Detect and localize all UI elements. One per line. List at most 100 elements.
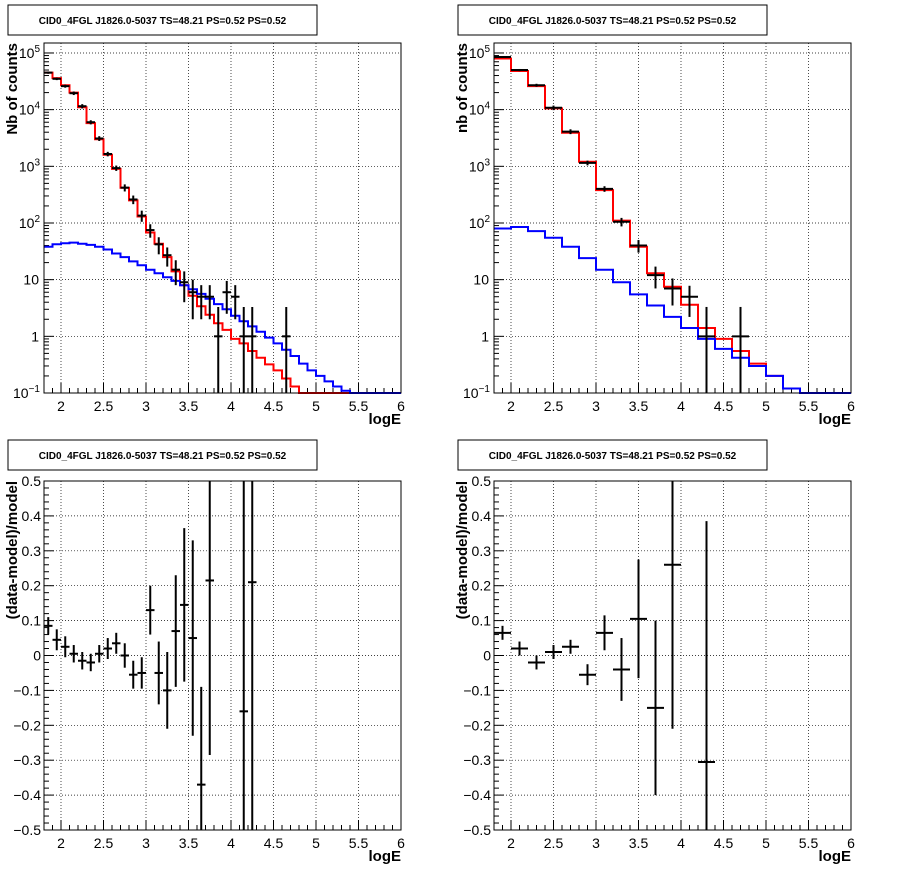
chart-title: CID0_4FGL J1826.0-5037 TS=48.21 PS=0.52 … bbox=[489, 451, 737, 462]
x-tick-label: 2 bbox=[57, 835, 65, 851]
y-tick-label: −0.5 bbox=[13, 822, 41, 838]
x-tick-label: 4.5 bbox=[264, 398, 284, 414]
data-point bbox=[188, 540, 197, 736]
data-point bbox=[120, 184, 129, 192]
x-tick-label: 4.5 bbox=[714, 835, 734, 851]
y-tick-label: 1 bbox=[481, 328, 489, 344]
title-box bbox=[7, 4, 318, 36]
y-tick-label: 103 bbox=[469, 157, 491, 174]
data-point bbox=[528, 655, 545, 670]
data-point bbox=[222, 280, 231, 314]
series-background-model bbox=[494, 226, 851, 394]
y-tick-label: −0.4 bbox=[13, 787, 41, 803]
x-tick-label: 3.5 bbox=[179, 398, 199, 414]
data-point bbox=[647, 266, 664, 289]
x-axis-label: logE bbox=[369, 411, 402, 428]
y-axis-label: nb of counts bbox=[454, 43, 471, 133]
y-tick-label: 0.2 bbox=[22, 578, 42, 594]
plot-frame bbox=[43, 42, 402, 394]
x-tick-label: 5.5 bbox=[349, 398, 369, 414]
data-point bbox=[61, 84, 70, 88]
x-tick-label: 5 bbox=[762, 398, 770, 414]
x-tick-label: 6 bbox=[397, 398, 405, 414]
x-tick-label: 2 bbox=[507, 398, 515, 414]
y-tick-label: 0.3 bbox=[22, 543, 42, 559]
data-point bbox=[664, 481, 681, 729]
x-tick-label: 4 bbox=[227, 398, 235, 414]
data-point bbox=[180, 271, 189, 303]
data-point bbox=[630, 559, 647, 679]
x-tick-label: 5.5 bbox=[349, 835, 369, 851]
y-axis-label: Nb of counts bbox=[4, 43, 21, 135]
data-point bbox=[95, 645, 104, 663]
data-point bbox=[205, 481, 214, 755]
y-tick-label: 0 bbox=[33, 648, 41, 664]
data-point bbox=[44, 617, 53, 635]
data-point bbox=[698, 306, 715, 393]
data-point bbox=[163, 652, 172, 729]
chart-panel-4: CID0_4FGL J1826.0-5037 TS=48.21 PS=0.52 … bbox=[454, 439, 855, 865]
plot-frame bbox=[493, 480, 852, 831]
data-point bbox=[214, 306, 223, 393]
y-tick-label: 10 bbox=[23, 272, 39, 288]
data-point bbox=[171, 260, 180, 286]
x-tick-label: 3.5 bbox=[179, 835, 199, 851]
data-point bbox=[664, 278, 681, 306]
x-tick-label: 2.5 bbox=[544, 835, 564, 851]
data-point bbox=[613, 638, 630, 701]
data-point bbox=[120, 643, 129, 668]
data-point bbox=[562, 129, 579, 135]
data-point bbox=[69, 91, 78, 96]
data-point bbox=[112, 632, 121, 654]
data-point bbox=[248, 481, 257, 830]
x-tick-label: 4.5 bbox=[714, 398, 734, 414]
x-tick-label: 3.5 bbox=[629, 398, 649, 414]
y-tick-label: 0 bbox=[483, 648, 491, 664]
x-tick-label: 5.5 bbox=[799, 398, 819, 414]
title-box bbox=[7, 439, 318, 471]
plot-frame bbox=[43, 480, 402, 831]
y-tick-label: 0.5 bbox=[472, 473, 492, 489]
data-point bbox=[95, 136, 104, 141]
data-point bbox=[511, 641, 528, 656]
y-tick-label: 105 bbox=[19, 44, 41, 61]
y-axis-label: (data-model)/model bbox=[454, 481, 471, 619]
title-box bbox=[457, 4, 768, 36]
data-point bbox=[545, 105, 562, 111]
chart-panel-3: CID0_4FGL J1826.0-5037 TS=48.21 PS=0.52 … bbox=[4, 439, 405, 865]
x-tick-label: 3 bbox=[142, 398, 150, 414]
y-tick-label: −0.1 bbox=[463, 682, 491, 698]
data-point bbox=[579, 664, 596, 686]
data-point bbox=[52, 629, 61, 651]
chart-title: CID0_4FGL J1826.0-5037 TS=48.21 PS=0.52 … bbox=[489, 16, 737, 27]
y-tick-label: 10 bbox=[473, 272, 489, 288]
data-point bbox=[239, 481, 248, 830]
x-tick-label: 2.5 bbox=[94, 835, 114, 851]
data-point bbox=[562, 639, 579, 654]
y-tick-label: 102 bbox=[469, 214, 491, 231]
data-point bbox=[180, 528, 189, 682]
data-point bbox=[613, 217, 630, 227]
data-point bbox=[154, 237, 163, 255]
data-point bbox=[205, 285, 214, 320]
title-box bbox=[457, 439, 768, 471]
x-axis-label: logE bbox=[819, 411, 852, 428]
chart-title: CID0_4FGL J1826.0-5037 TS=48.21 PS=0.52 … bbox=[39, 16, 287, 27]
data-point bbox=[78, 104, 87, 109]
x-tick-label: 6 bbox=[847, 835, 855, 851]
data-point bbox=[681, 285, 698, 317]
data-point bbox=[154, 641, 163, 705]
y-tick-label: 0.2 bbox=[472, 578, 492, 594]
x-tick-label: 4 bbox=[677, 835, 685, 851]
data-point bbox=[188, 279, 197, 320]
data-point bbox=[112, 165, 121, 171]
x-tick-label: 5 bbox=[762, 835, 770, 851]
x-tick-label: 3 bbox=[592, 398, 600, 414]
data-point bbox=[146, 224, 155, 238]
x-tick-label: 6 bbox=[397, 835, 405, 851]
data-point bbox=[171, 575, 180, 687]
y-tick-label: 10−1 bbox=[13, 384, 40, 401]
data-point bbox=[69, 645, 78, 663]
